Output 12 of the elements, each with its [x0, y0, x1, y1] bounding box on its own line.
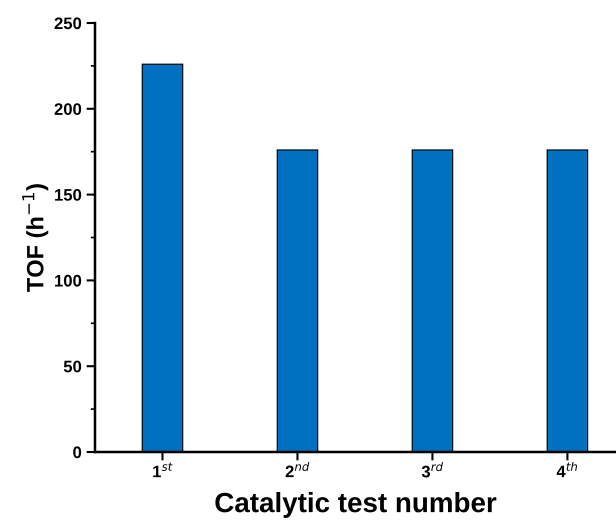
y-tick-label: 50 [64, 360, 82, 372]
x-tick-label: 4$^{th}$ [556, 462, 578, 478]
y-tick-label: 100 [55, 274, 82, 287]
y-tick-label: 250 [54, 17, 82, 30]
y-tick-label: 150 [55, 189, 82, 201]
y-tick-label: 200 [54, 103, 82, 116]
x-tick-label: 3$^{rd}$ [422, 462, 444, 478]
y-axis-title: TOF (h$^{−1}$) [22, 184, 48, 292]
x-tick-label: 2$^{nd}$ [286, 462, 310, 478]
y-tick-label: 0 [73, 446, 82, 458]
x-tick-label: 1$^{st}$ [153, 462, 173, 478]
x-axis-title: Catalytic test number [215, 492, 496, 518]
